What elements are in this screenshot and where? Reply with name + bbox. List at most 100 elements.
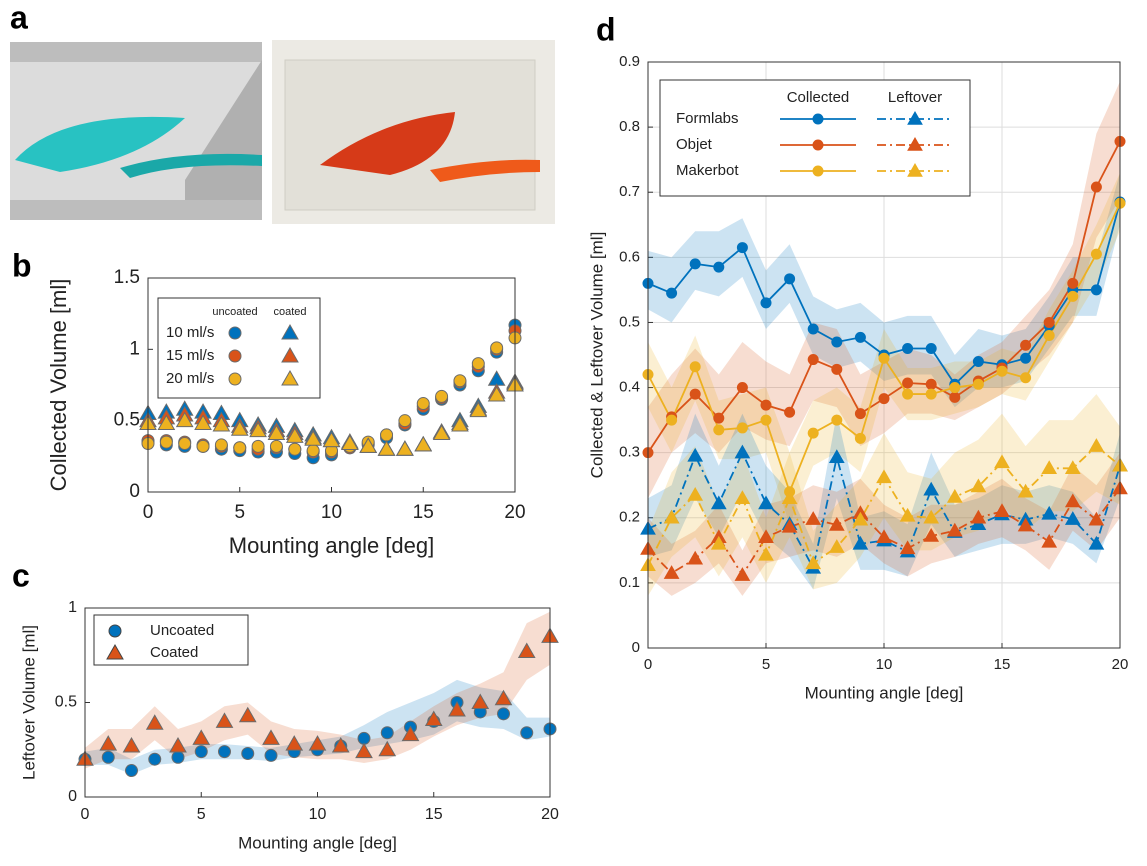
- x-tick-label: 5: [762, 656, 770, 673]
- marker: [215, 439, 227, 451]
- y-tick-label: 0.6: [619, 248, 640, 265]
- y-tick-label: 0: [68, 788, 77, 805]
- y-tick-label: 0.3: [619, 444, 640, 461]
- marker: [950, 383, 960, 393]
- marker: [808, 355, 818, 365]
- y-axis-label: Collected & Leftover Volume [ml]: [587, 232, 606, 479]
- marker: [737, 383, 747, 393]
- marker: [808, 428, 818, 438]
- legend-marker: [109, 625, 121, 637]
- cad-wall: [10, 200, 262, 220]
- x-tick-label: 10: [876, 656, 893, 673]
- x-tick-label: 15: [425, 806, 443, 823]
- y-tick-label: 0: [632, 639, 640, 656]
- x-axis-label: Mounting angle [deg]: [229, 533, 435, 558]
- x-axis-label: Mounting angle [deg]: [805, 683, 964, 702]
- marker: [667, 415, 677, 425]
- x-tick-label: 15: [413, 502, 434, 523]
- marker: [417, 398, 429, 410]
- legend-label: Coated: [150, 644, 198, 661]
- marker: [926, 379, 936, 389]
- legend-header: uncoated: [212, 306, 257, 318]
- marker: [498, 708, 510, 720]
- legend-marker: [813, 166, 823, 176]
- x-tick-label: 5: [234, 502, 245, 523]
- x-tick-label: 20: [1112, 656, 1129, 673]
- marker: [855, 332, 865, 342]
- marker: [270, 440, 282, 452]
- marker: [197, 440, 209, 452]
- marker: [1068, 291, 1078, 301]
- marker: [879, 353, 889, 363]
- y-tick-label: 0.9: [619, 53, 640, 70]
- legend-header: Leftover: [888, 89, 942, 106]
- marker: [1068, 278, 1078, 288]
- marker: [289, 443, 301, 455]
- marker: [160, 436, 172, 448]
- marker: [761, 298, 771, 308]
- marker: [879, 394, 889, 404]
- y-tick-label: 0.5: [619, 313, 640, 330]
- panel-label: a: [10, 0, 28, 35]
- legend-header: coated: [273, 306, 306, 318]
- y-axis-label: Collected Volume [ml]: [46, 279, 71, 492]
- marker: [265, 749, 277, 761]
- marker: [903, 389, 913, 399]
- marker: [855, 409, 865, 419]
- marker: [307, 445, 319, 457]
- panel-label: c: [12, 557, 30, 593]
- marker: [454, 375, 466, 387]
- legend-label: Uncoated: [150, 622, 214, 639]
- x-tick-label: 0: [81, 806, 90, 823]
- marker: [1091, 249, 1101, 259]
- marker: [832, 364, 842, 374]
- x-tick-label: 10: [309, 806, 327, 823]
- legend-marker: [813, 140, 823, 150]
- marker: [179, 437, 191, 449]
- marker: [472, 358, 484, 370]
- y-tick-label: 1: [129, 338, 140, 359]
- marker: [714, 413, 724, 423]
- legend-label: 10 ml/s: [166, 324, 214, 341]
- x-tick-label: 20: [504, 502, 525, 523]
- marker: [667, 288, 677, 298]
- marker: [690, 362, 700, 372]
- marker: [1021, 353, 1031, 363]
- marker: [714, 425, 724, 435]
- y-tick-label: 0.7: [619, 183, 640, 200]
- y-tick-label: 0.5: [114, 410, 140, 431]
- marker: [381, 429, 393, 441]
- marker: [102, 751, 114, 763]
- marker: [785, 407, 795, 417]
- marker: [785, 274, 795, 284]
- marker: [1021, 340, 1031, 350]
- cad-wall: [10, 42, 262, 62]
- marker: [1044, 317, 1054, 327]
- figure: a b00.511.505101520Mounting angle [deg]C…: [0, 0, 1147, 866]
- marker: [172, 751, 184, 763]
- legend-marker: [229, 350, 241, 362]
- marker: [399, 415, 411, 427]
- x-tick-label: 20: [541, 806, 559, 823]
- legend-label: 15 ml/s: [166, 347, 214, 364]
- marker: [903, 343, 913, 353]
- y-tick-label: 0: [129, 481, 140, 502]
- x-axis-label: Mounting angle [deg]: [238, 833, 397, 852]
- marker: [242, 748, 254, 760]
- marker: [195, 746, 207, 758]
- marker: [126, 765, 138, 777]
- x-tick-label: 15: [994, 656, 1011, 673]
- marker: [234, 442, 246, 454]
- marker: [950, 392, 960, 402]
- marker: [381, 727, 393, 739]
- y-tick-label: 0.1: [619, 574, 640, 591]
- legend-label: Objet: [676, 136, 713, 153]
- marker: [737, 423, 747, 433]
- panel-label: b: [12, 247, 32, 283]
- legend-marker: [813, 114, 823, 124]
- y-tick-label: 1.5: [114, 267, 140, 288]
- y-tick-label: 1: [68, 599, 77, 616]
- marker: [149, 753, 161, 765]
- marker: [690, 389, 700, 399]
- y-tick-label: 0.5: [55, 694, 77, 711]
